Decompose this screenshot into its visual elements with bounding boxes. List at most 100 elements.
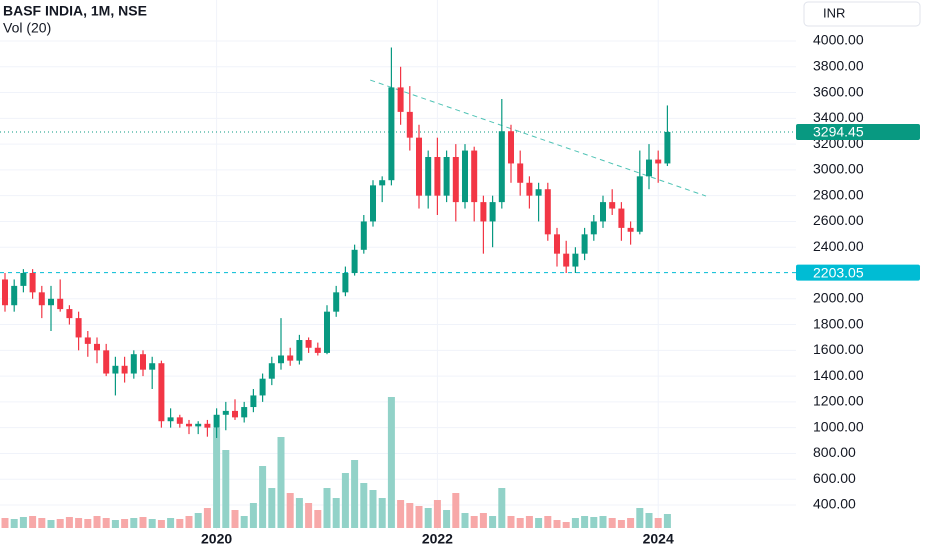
volume-bar — [627, 518, 635, 528]
candle-body — [489, 202, 496, 222]
candle-body — [498, 131, 505, 203]
volume-bar — [93, 516, 101, 528]
candle-body — [186, 423, 192, 427]
volume-bar — [590, 517, 598, 528]
volume-bar — [470, 516, 478, 528]
volume-bar — [433, 500, 441, 528]
volume-bar — [323, 488, 331, 528]
candle-body — [176, 417, 183, 424]
volume-bar — [75, 518, 83, 528]
y-tick-label: 1200.00 — [813, 393, 864, 409]
volume-bar — [351, 460, 359, 528]
candle-body — [351, 249, 358, 273]
volume-bar — [65, 517, 73, 528]
candle-body — [443, 157, 450, 196]
candle-body — [2, 279, 8, 306]
currency-label[interactable]: INR — [823, 5, 845, 20]
volume-bar — [249, 503, 257, 528]
candle-body — [655, 159, 662, 164]
volume-bar — [157, 520, 165, 528]
candle-body — [627, 227, 634, 232]
volume-bar — [167, 518, 175, 528]
volume-bar — [406, 503, 414, 528]
volume-bar — [636, 508, 644, 528]
candle-body — [11, 285, 18, 306]
volume-bar — [84, 519, 92, 528]
volume-bar — [185, 516, 193, 528]
candle-body — [370, 185, 376, 222]
volume-bar — [507, 516, 515, 528]
candle-body — [259, 378, 266, 396]
x-tick-label: 2020 — [201, 531, 232, 547]
price-label: 2203.05 — [813, 264, 864, 280]
volume-bar — [525, 516, 533, 528]
candle-body — [94, 343, 100, 351]
candle-body — [57, 298, 64, 310]
volume-pane — [1, 397, 671, 528]
candle-body — [508, 131, 514, 164]
candle-body — [416, 137, 422, 196]
candle-body — [397, 87, 404, 112]
volume-bar — [231, 510, 239, 528]
axes: 400.00 600.00 800.00 1000.00 1200.00 1400.00 1… — [201, 32, 920, 547]
y-tick-label: 800.00 — [813, 444, 856, 460]
candle-body — [241, 407, 248, 418]
volume-bar — [397, 500, 405, 528]
volume-bar — [295, 498, 303, 528]
candle-body — [29, 273, 36, 293]
y-tick-label: 2600.00 — [813, 212, 864, 228]
candle-body — [287, 355, 294, 361]
candle-body — [600, 202, 606, 222]
volume-bar — [360, 483, 368, 528]
price-label-box — [796, 123, 920, 140]
candle-body — [554, 234, 560, 254]
volume-bar — [479, 513, 487, 528]
candle-body — [609, 202, 616, 209]
y-tick-label: 4000.00 — [813, 32, 864, 48]
candle-body — [517, 163, 524, 183]
volume-bar — [645, 513, 653, 528]
volume-bar — [443, 510, 451, 528]
volume-bar — [452, 493, 460, 528]
candle-body — [590, 221, 597, 235]
volume-bar — [461, 513, 469, 528]
y-tick-label: 3000.00 — [813, 161, 864, 177]
candle-body — [379, 180, 386, 186]
candle-body — [406, 111, 413, 138]
candle-body — [324, 311, 330, 353]
candle-body — [572, 253, 579, 267]
volume-bar — [489, 516, 497, 528]
candle-body — [250, 395, 257, 408]
candle-body — [268, 363, 275, 379]
candle-body — [636, 176, 643, 232]
volume-bar — [544, 516, 552, 528]
volume-bar — [571, 518, 579, 528]
volume-bar — [102, 518, 110, 528]
candle-body — [664, 131, 671, 164]
y-tick-label: 2000.00 — [813, 289, 864, 305]
volume-bar — [176, 519, 184, 528]
chart-title: BASF INDIA, 1M, NSE — [3, 3, 147, 19]
candle-body — [563, 253, 570, 267]
volume-bar — [332, 498, 340, 528]
candle-body — [535, 189, 542, 196]
volume-bar — [56, 519, 64, 528]
candle-body — [195, 423, 202, 427]
currency-button[interactable] — [803, 1, 921, 27]
candle-body — [140, 354, 146, 370]
candle-body — [48, 298, 54, 306]
y-tick-label: 1800.00 — [813, 315, 864, 331]
x-tick-label: 2022 — [422, 531, 453, 547]
volume-bar — [19, 517, 27, 528]
candle-body — [544, 189, 551, 235]
candle-body — [480, 202, 487, 222]
volume-bar — [553, 520, 561, 528]
candle-body — [314, 347, 321, 353]
volume-bar — [498, 488, 506, 528]
volume-bar — [535, 518, 543, 528]
volume-bar — [387, 397, 395, 528]
volume-bar — [369, 490, 377, 528]
price-label-box — [796, 264, 920, 281]
candle-body — [75, 318, 82, 338]
